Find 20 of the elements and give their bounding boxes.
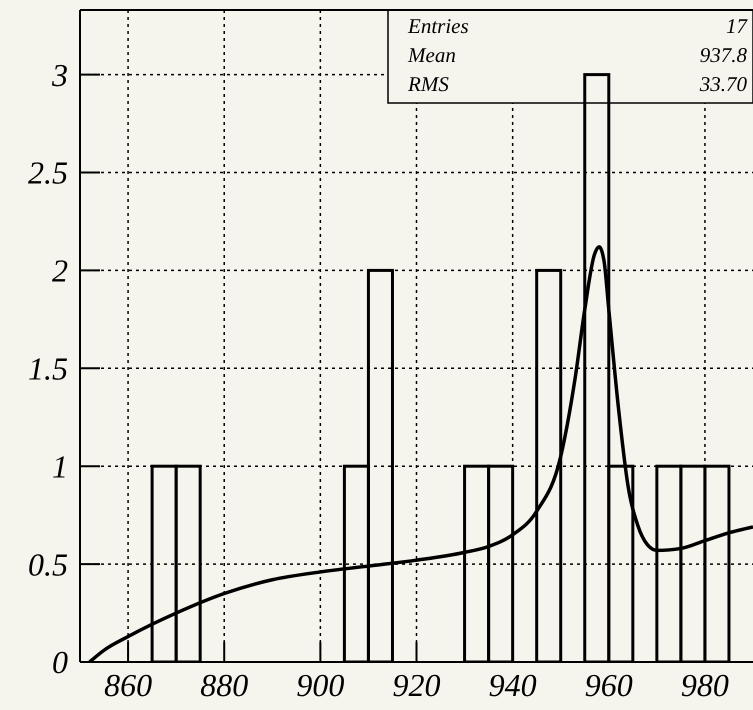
x-tick-label: 980 [680,667,729,703]
y-tick-label: 2 [52,252,68,289]
annotation: 937.8 [700,43,748,67]
y-tick-label: 2.5 [28,154,68,191]
annotation: RMS [407,72,450,96]
y-tick-label: 1.5 [28,350,68,387]
annotation: 17 [726,14,748,38]
y-tick-label: 1 [52,448,68,484]
annotation: 33.70 [698,72,748,96]
x-tick-label: 860 [104,667,152,703]
x-tick-label: 880 [200,667,248,703]
x-tick-label: 920 [392,667,440,703]
y-tick-label: 0 [52,644,68,680]
y-tick-label: 3 [51,56,68,93]
annotation: Entries [407,14,469,38]
x-tick-label: 940 [488,667,537,703]
annotation: Mean [407,43,456,67]
x-tick-label: 960 [584,667,633,703]
x-tick-label: 900 [296,667,344,703]
y-tick-label: 0.5 [28,546,68,582]
